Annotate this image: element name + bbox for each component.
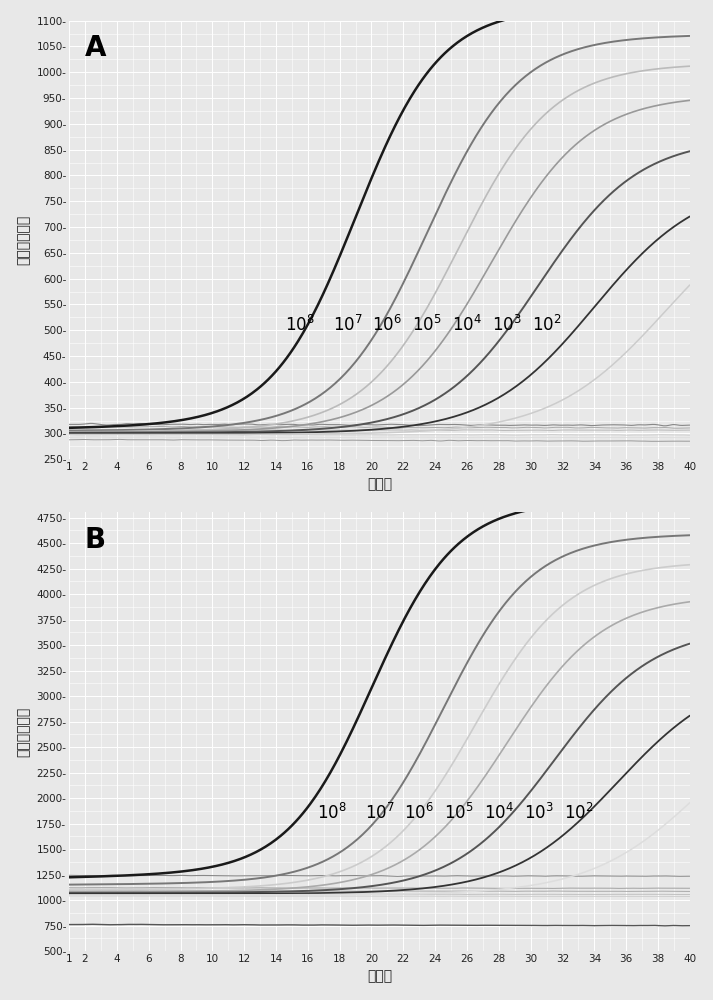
Text: $10^{3}$: $10^{3}$ bbox=[492, 315, 522, 335]
Text: $10^{4}$: $10^{4}$ bbox=[452, 315, 482, 335]
X-axis label: 循环数: 循环数 bbox=[367, 969, 392, 983]
Text: $10^{2}$: $10^{2}$ bbox=[563, 803, 593, 823]
X-axis label: 循环数: 循环数 bbox=[367, 478, 392, 492]
Text: $10^{3}$: $10^{3}$ bbox=[523, 803, 553, 823]
Text: $10^{2}$: $10^{2}$ bbox=[532, 315, 561, 335]
Y-axis label: 相对荧光单位: 相对荧光单位 bbox=[16, 707, 31, 757]
Text: $10^{7}$: $10^{7}$ bbox=[364, 803, 394, 823]
Text: $10^{8}$: $10^{8}$ bbox=[317, 803, 347, 823]
Text: $10^{8}$: $10^{8}$ bbox=[285, 315, 314, 335]
Text: $10^{6}$: $10^{6}$ bbox=[404, 803, 434, 823]
Text: A: A bbox=[85, 34, 106, 62]
Text: $10^{5}$: $10^{5}$ bbox=[444, 803, 474, 823]
Text: $10^{4}$: $10^{4}$ bbox=[484, 803, 514, 823]
Text: $10^{6}$: $10^{6}$ bbox=[372, 315, 402, 335]
Text: $10^{5}$: $10^{5}$ bbox=[412, 315, 442, 335]
Y-axis label: 相对荧光单位: 相对荧光单位 bbox=[17, 215, 31, 265]
Text: $10^{7}$: $10^{7}$ bbox=[333, 315, 362, 335]
Text: B: B bbox=[85, 526, 106, 554]
